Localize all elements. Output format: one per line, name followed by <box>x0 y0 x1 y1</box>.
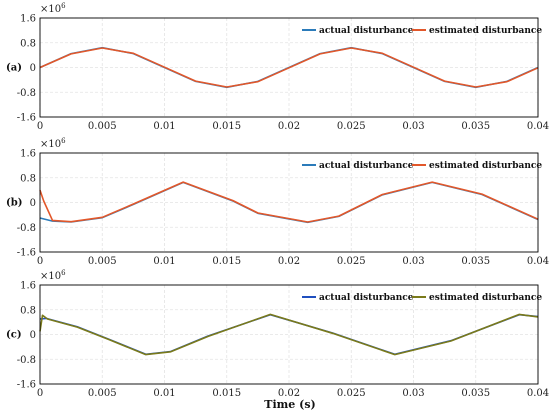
panel-label: (a) <box>6 63 22 74</box>
x-tick-label: 0 <box>37 388 43 399</box>
x-tick-label: 0 <box>37 121 43 132</box>
x-tick-label: 0.005 <box>88 256 117 267</box>
x-tick-label: 0.015 <box>212 388 241 399</box>
multiplier-exponent: 6 <box>61 2 66 10</box>
x-tick-label: 0.01 <box>153 388 175 399</box>
x-tick-label: 0 <box>37 256 43 267</box>
y-tick-label: -1.6 <box>17 380 36 391</box>
x-tick-label: 0.005 <box>88 388 117 399</box>
series-line-estimated <box>39 181 539 223</box>
y-tick-label: 0 <box>30 198 36 209</box>
x-axis-label: Time (s) <box>264 398 315 411</box>
legend-label: actual disturbance <box>319 161 414 171</box>
multiplier-base: ×10 <box>40 4 61 15</box>
x-tick-label: 0.015 <box>212 121 241 132</box>
legend-label: actual disturbance <box>319 26 414 36</box>
x-tick-label: 0.02 <box>278 256 300 267</box>
panel-a: 0 0.005 0.01 0.015 0.02 0.025 0.03 0.035 0.04 1.6… <box>6 2 549 132</box>
multiplier-base: ×10 <box>40 271 61 282</box>
y-multiplier: ×106 <box>40 137 66 150</box>
x-tick-label: 0.04 <box>527 121 549 132</box>
plot-area-frame <box>39 152 539 253</box>
multiplier-exponent: 6 <box>61 269 66 277</box>
x-tick-label: 0.035 <box>461 121 490 132</box>
y-tick-label: 0.8 <box>20 173 36 184</box>
x-tick-label: 0.02 <box>278 388 300 399</box>
panel-label: (b) <box>6 198 22 209</box>
y-tick-label: -0.8 <box>17 223 36 234</box>
multiplier-base: ×10 <box>40 139 61 150</box>
panel-c: 0 0.005 0.01 0.015 0.02 0.025 0.03 0.035 0.04 1.6… <box>6 269 549 399</box>
legend-label: actual disturbance <box>319 293 414 303</box>
y-tick-label: 0 <box>30 63 36 74</box>
multiplier-exponent: 6 <box>61 137 66 145</box>
x-tick-label: 0.01 <box>153 121 175 132</box>
panel-label: (c) <box>6 330 22 341</box>
y-multiplier: ×106 <box>40 2 66 15</box>
x-tick-label: 0.025 <box>337 388 366 399</box>
x-tick-label: 0.015 <box>212 256 241 267</box>
y-tick-label: 0 <box>30 330 36 341</box>
series-line-estimated <box>39 47 539 88</box>
plot-area-frame <box>39 17 539 118</box>
legend-label: estimated disturbance <box>429 293 542 303</box>
x-tick-label: 0.035 <box>461 256 490 267</box>
x-tick-label: 0.03 <box>402 121 424 132</box>
x-tick-label: 0.025 <box>337 121 366 132</box>
legend-label: estimated disturbance <box>429 161 542 171</box>
panels: 0 0.005 0.01 0.015 0.02 0.025 0.03 0.035 0.04 1.6… <box>6 2 549 399</box>
x-tick-label: 0.005 <box>88 121 117 132</box>
series-line-estimated <box>39 313 539 356</box>
x-tick-label: 0.03 <box>402 256 424 267</box>
x-tick-label: 0.035 <box>461 388 490 399</box>
x-tick-label: 0.025 <box>337 256 366 267</box>
y-tick-label: 1.6 <box>20 281 36 292</box>
x-tick-label: 0.02 <box>278 121 300 132</box>
y-tick-label: 1.6 <box>20 149 36 160</box>
legend-label: estimated disturbance <box>429 26 542 36</box>
y-tick-label: -0.8 <box>17 355 36 366</box>
panel-b: 0 0.005 0.01 0.015 0.02 0.025 0.03 0.035 0.04 1.6… <box>6 137 549 267</box>
y-tick-label: -0.8 <box>17 88 36 99</box>
x-tick-label: 0.04 <box>527 256 549 267</box>
x-tick-label: 0.03 <box>402 388 424 399</box>
x-tick-label: 0.01 <box>153 256 175 267</box>
y-tick-label: 0.8 <box>20 305 36 316</box>
x-tick-label: 0.04 <box>527 388 549 399</box>
y-tick-label: -1.6 <box>17 248 36 259</box>
y-tick-label: 1.6 <box>20 14 36 25</box>
plot-area-frame <box>39 284 539 385</box>
y-multiplier: ×106 <box>40 269 66 282</box>
y-tick-label: 0.8 <box>20 38 36 49</box>
y-tick-label: -1.6 <box>17 113 36 124</box>
